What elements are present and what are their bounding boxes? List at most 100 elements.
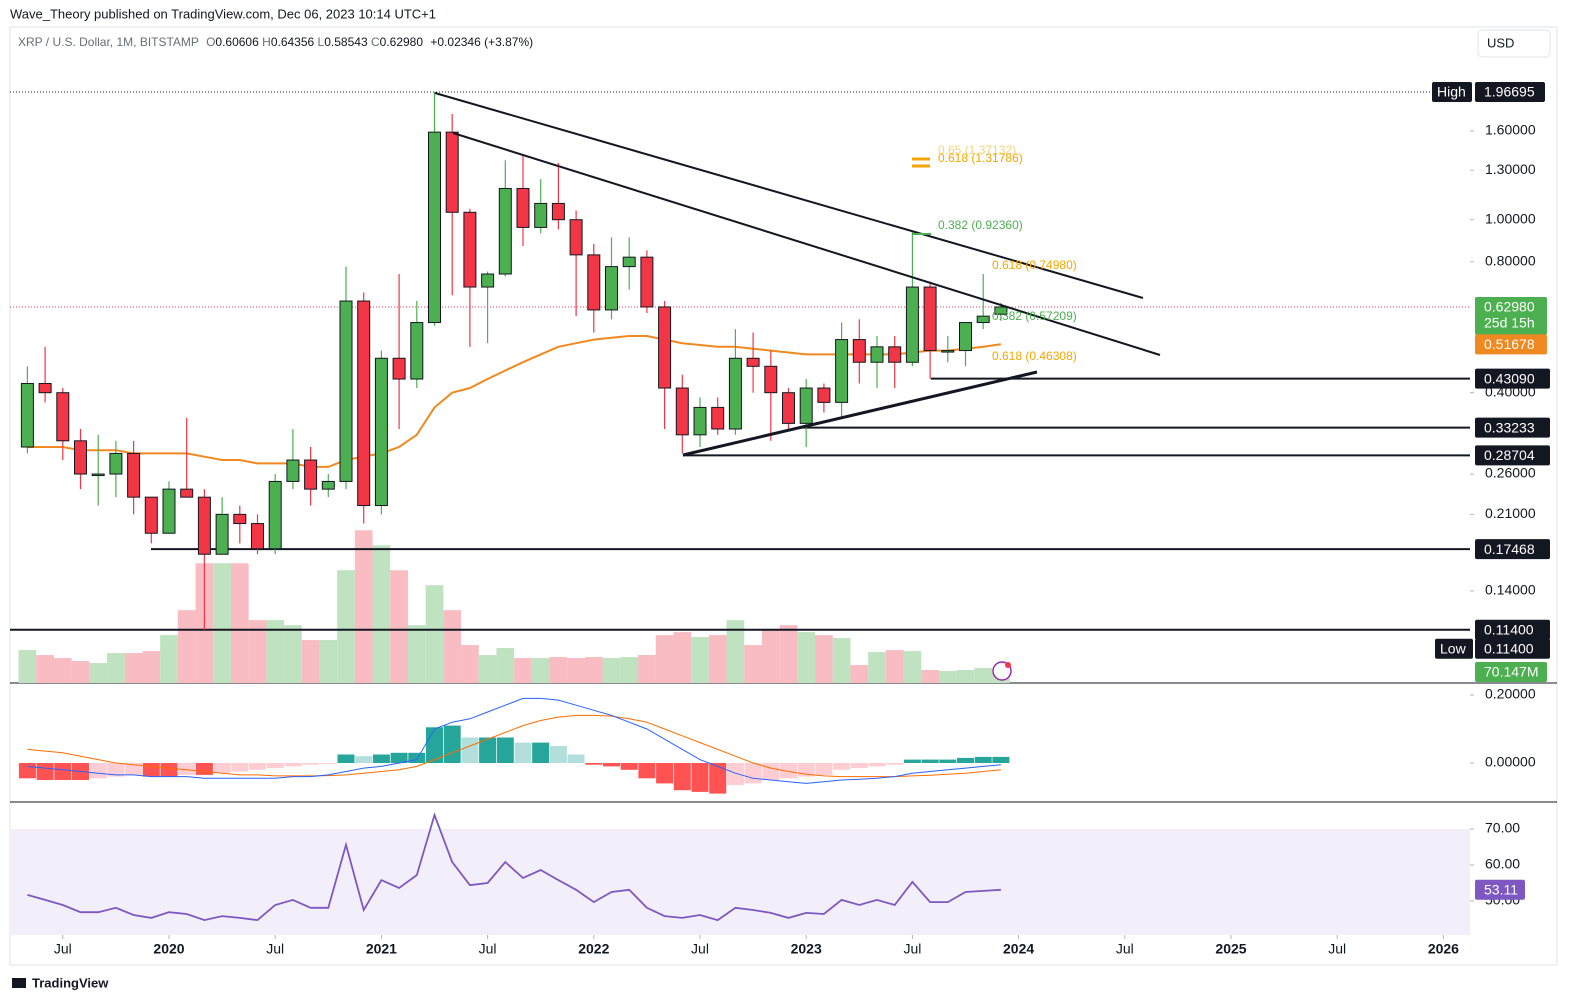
macd-hist [142, 763, 160, 777]
candle-body [286, 459, 300, 482]
candle-body [675, 387, 689, 436]
macd-hist [868, 763, 886, 767]
macd-hist [372, 754, 390, 763]
volume-bar [744, 645, 762, 683]
low-label-box [1475, 638, 1550, 659]
volume-bar [36, 655, 54, 683]
fib-label: 0.618 (0.46308) [992, 349, 1077, 363]
price-label: 0.62980 [1484, 299, 1535, 315]
fib-label: 0.618 (0.74980) [992, 258, 1077, 272]
currency-button[interactable] [1477, 29, 1551, 58]
candle-body [569, 219, 583, 256]
volume-bar [177, 610, 196, 683]
candle-body [445, 131, 459, 213]
volume-bar [673, 632, 692, 683]
volume-bar [230, 563, 249, 683]
volume-bar [160, 635, 178, 683]
candle-body [233, 513, 247, 525]
volume-bar [319, 640, 338, 683]
y-tick-label: 0.14000 [1485, 582, 1536, 598]
candle-body [746, 357, 760, 367]
candle-body [304, 459, 318, 490]
candle-body [251, 523, 264, 550]
macd-hist [266, 763, 284, 769]
candle-body [905, 286, 919, 363]
rsi-box [1475, 879, 1525, 900]
macd-hist [496, 737, 514, 763]
volume-bar [514, 658, 532, 683]
candle-body [976, 315, 990, 324]
rsi-band [10, 829, 1470, 935]
volume-box [1475, 661, 1547, 682]
volume-bar [956, 670, 975, 683]
volume-bar [655, 635, 674, 683]
level-label-box [1475, 539, 1550, 560]
macd-hist [178, 763, 196, 775]
volume-bar [726, 620, 745, 683]
candle-body [817, 387, 831, 403]
high-tag: High [1437, 84, 1466, 100]
l: L [318, 35, 325, 49]
candle-body [640, 256, 654, 308]
high-label-box [1475, 81, 1545, 102]
volume-bar [708, 635, 727, 683]
x-tick-label: Jul [1328, 941, 1346, 957]
macd-hist [107, 763, 125, 777]
macd-hist [726, 763, 744, 786]
volume-bar [107, 653, 125, 683]
volume-bar [567, 658, 585, 683]
macd-hist [656, 763, 674, 784]
frame [9, 26, 1558, 966]
macd-hist [974, 756, 992, 763]
macd-hist [903, 759, 921, 763]
macd-hist [54, 763, 72, 780]
volume-bar [602, 658, 621, 683]
macd-hist [443, 725, 461, 763]
volume-bar [797, 632, 816, 683]
macd-hist [461, 737, 479, 763]
level-label-box [1475, 417, 1550, 438]
volume-bar [354, 530, 373, 683]
currency[interactable]: USD [1487, 35, 1514, 50]
volume-bar [284, 625, 302, 683]
candle-body [357, 300, 371, 507]
logo [12, 978, 26, 988]
volume-bar [461, 645, 479, 683]
level-label: 0.11400 [1484, 621, 1534, 637]
x-tick-label: Jul [54, 941, 72, 957]
macd-hist [532, 742, 550, 763]
x-tick-label: 2026 [1428, 941, 1459, 957]
rsi-label: 53.11 [1484, 882, 1518, 898]
ma-box [1475, 334, 1547, 355]
macd-hist [833, 763, 851, 770]
macd-hist [921, 759, 939, 763]
volume-bar [71, 661, 90, 683]
trendline [452, 132, 1161, 356]
volume-bar [478, 655, 497, 683]
low-tag: Low [1440, 640, 1467, 656]
candle-body [180, 488, 194, 498]
candle-body [463, 211, 477, 288]
macd-hist [408, 752, 426, 763]
candle-body [764, 365, 778, 394]
candle-body [941, 350, 955, 353]
level-label-box [1475, 368, 1550, 389]
candle-body [888, 346, 902, 363]
volume-bar [850, 665, 869, 683]
rsi-tick-label: 70.00 [1485, 820, 1520, 836]
macd-hist [886, 763, 904, 765]
x-tick-label: 2023 [791, 941, 822, 957]
candle-body [74, 440, 87, 475]
level-label: 0.17468 [1484, 541, 1535, 557]
macd-line [27, 697, 1001, 784]
macd-hist [337, 754, 355, 763]
level-label-box [1475, 619, 1550, 640]
candle-body [215, 513, 229, 555]
candle-body [38, 382, 52, 394]
footer: TradingView [32, 975, 109, 990]
candle-body [551, 202, 565, 221]
y-tick-label: 1.30000 [1485, 161, 1536, 177]
macd-hist [850, 763, 868, 769]
candle-body [162, 488, 176, 534]
macd-hist [479, 737, 497, 763]
